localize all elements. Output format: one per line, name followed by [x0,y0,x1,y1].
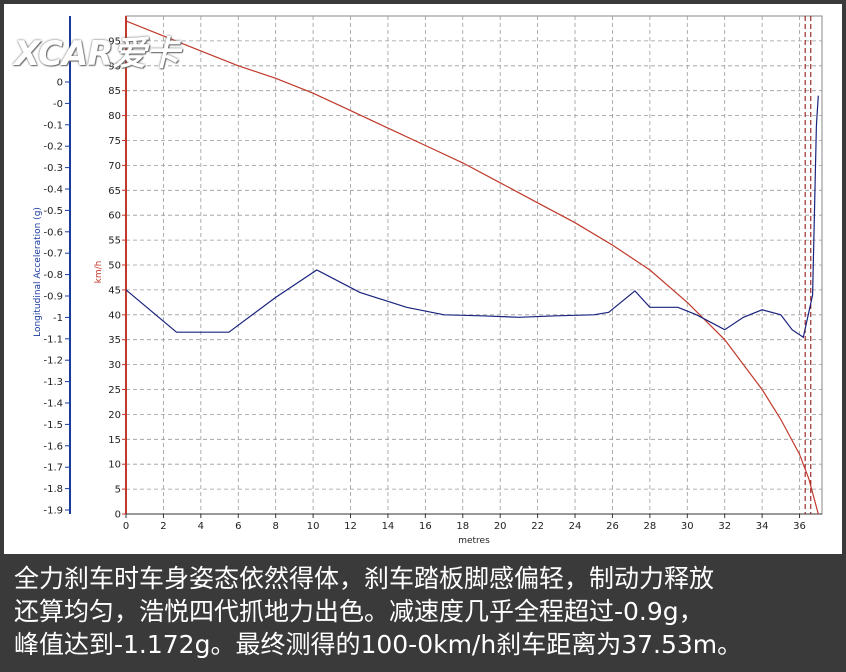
speed-tick-label: 45 [108,285,121,296]
caption-text: 全力刹车时车身姿态依然得体，刹车踏板脚感偏轻，制动力释放 还算均匀，浩悦四代抓地… [14,562,836,661]
speed-tick-label: 85 [108,86,121,97]
x-tick-label: 10 [307,521,320,532]
speed-tick-label: 0 [115,510,121,521]
x-tick-label: 4 [198,521,204,532]
x-tick-label: 32 [718,521,731,532]
x-tick-label: 12 [344,521,357,532]
x-tick-label: 0 [123,521,129,532]
left-tick-label: -1.4 [43,399,63,410]
left-tick-label: -1.5 [43,420,63,431]
speed-tick-label: 30 [108,360,121,371]
left-tick-label: -1.2 [43,356,63,367]
x-axis-label: metres [458,536,490,546]
left-tick-label: -1.6 [43,441,63,452]
x-tick-label: 20 [494,521,507,532]
speed-tick-label: 50 [108,261,121,272]
left-tick-label: -0.7 [43,249,63,260]
caption-line-3: 峰值达到-1.172g。最终测得的100-0km/h刹车距离为37.53m。 [14,630,743,659]
caption-line-1: 全力刹车时车身姿态依然得体，刹车踏板脚感偏轻，制动力释放 [14,564,715,593]
speed-tick-label: 55 [108,236,121,247]
speed-tick-label: 60 [108,211,121,222]
left-tick-label: -1.8 [43,484,63,495]
left-tick-label: -0.1 [43,120,63,131]
x-tick-label: 26 [606,521,619,532]
speed-tick-label: 70 [108,161,121,172]
left-tick-label: -1 [53,313,63,324]
speed-tick-label: 80 [108,111,121,122]
speed-tick-label: 15 [108,435,121,446]
chart-frame: 0 -0 -0.1 -0.2 -0.3 -0.4 -0.5 -0.6 -0.7 -0.8 -0.9 -… [4,4,842,554]
x-tick-label: 22 [531,521,544,532]
speed-tick-label: 90 [108,61,121,72]
speed-tick-label: 95 [108,36,121,47]
left-tick-label: -1.7 [43,463,63,474]
x-tick-label: 34 [756,521,769,532]
speed-series-line [125,20,819,515]
left-tick-label: -0.4 [43,185,63,196]
acceleration-series-line [125,95,819,339]
caption-line-2: 还算均匀，浩悦四代抓地力出色。减速度几乎全程超过-0.9g， [14,597,704,626]
left-tick-label: -0.2 [43,142,63,153]
left-tick-label: -0.6 [43,227,63,238]
speed-tick-label: 20 [108,410,121,421]
speed-tick-label: 40 [108,310,121,321]
x-tick-label: 24 [569,521,582,532]
x-tick-label: 18 [456,521,469,532]
chart-svg: 0 -0 -0.1 -0.2 -0.3 -0.4 -0.5 -0.6 -0.7 -0.8 -0.9 -… [33,15,823,546]
left-tick-label: 0 [57,78,63,89]
speed-tick-label: 5 [115,485,121,496]
left-axis-label: Longitudinal Acceleration (g) [33,207,43,337]
x-tick-label: 30 [681,521,694,532]
left-tick-label: -0.3 [43,163,63,174]
x-tick-label: 28 [644,521,657,532]
speed-tick-label: 10 [108,460,121,471]
x-tick-label: 2 [160,521,166,532]
speed-tick-label: 35 [108,335,121,346]
left-tick-label: -0 [53,99,63,110]
speed-tick-label: 65 [108,186,121,197]
x-tick-label: 16 [419,521,432,532]
xcar-logo: XCAR爱卡 [14,34,179,74]
speed-tick-label: 25 [108,385,121,396]
left-tick-label: -1.9 [43,506,63,517]
left-tick-label: -0.9 [43,292,63,303]
left-tick-label: -1.3 [43,377,63,388]
left-tick-label: -1.1 [43,334,63,345]
x-tick-label: 14 [382,521,395,532]
x-tick-label: 6 [235,521,241,532]
x-tick-label: 8 [272,521,278,532]
speed-axis-label: km/h [94,261,104,284]
left-tick-label: -0.5 [43,206,63,217]
speed-tick-label: 75 [108,136,121,147]
left-tick-label: -0.8 [43,270,63,281]
x-tick-label: 36 [793,521,806,532]
